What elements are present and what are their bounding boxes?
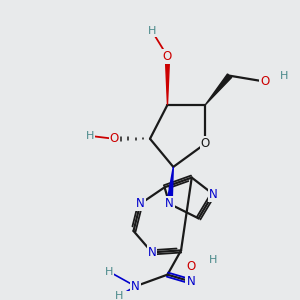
Text: N: N bbox=[209, 188, 218, 201]
Text: H: H bbox=[148, 26, 156, 36]
Polygon shape bbox=[167, 167, 173, 204]
Text: H: H bbox=[115, 291, 123, 300]
Text: N: N bbox=[165, 197, 174, 210]
Polygon shape bbox=[165, 56, 169, 105]
Text: O: O bbox=[260, 75, 269, 88]
Text: O: O bbox=[201, 137, 210, 150]
Text: H: H bbox=[209, 255, 217, 265]
Polygon shape bbox=[205, 74, 232, 105]
Text: O: O bbox=[110, 132, 119, 145]
Text: N: N bbox=[131, 280, 140, 293]
Text: H: H bbox=[280, 71, 288, 81]
Text: O: O bbox=[163, 50, 172, 63]
Text: N: N bbox=[148, 246, 156, 259]
Text: O: O bbox=[186, 260, 195, 273]
Text: H: H bbox=[105, 267, 113, 277]
Text: N: N bbox=[136, 197, 145, 210]
Text: H: H bbox=[85, 131, 94, 141]
Text: N: N bbox=[186, 275, 195, 288]
